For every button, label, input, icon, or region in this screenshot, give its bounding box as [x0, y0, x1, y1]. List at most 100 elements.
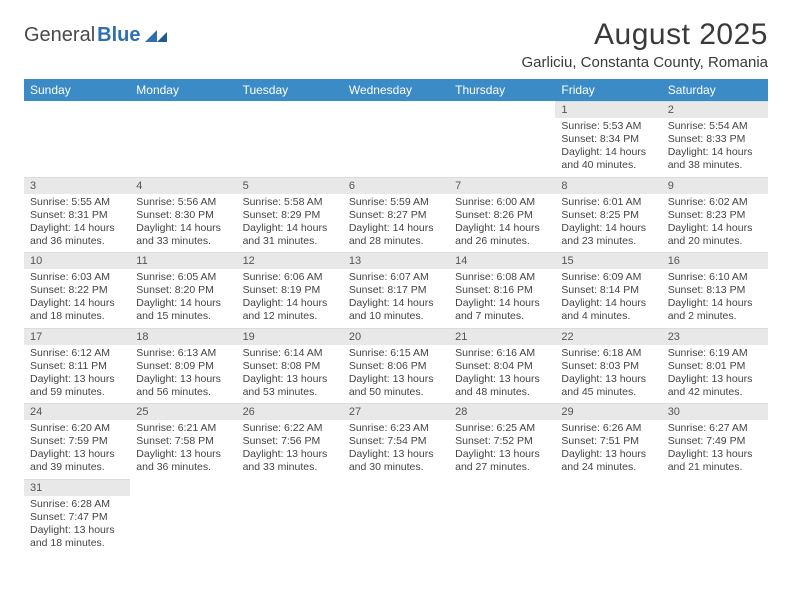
brand-part2: Blue [97, 24, 140, 47]
cell-body: Sunrise: 6:18 AMSunset: 8:03 PMDaylight:… [555, 345, 661, 404]
sunset-text: Sunset: 8:29 PM [243, 209, 337, 222]
calendar-row: 10Sunrise: 6:03 AMSunset: 8:22 PMDayligh… [24, 252, 768, 328]
daylight-text: Daylight: 14 hours and 26 minutes. [455, 222, 549, 248]
calendar-row: 24Sunrise: 6:20 AMSunset: 7:59 PMDayligh… [24, 403, 768, 479]
sunset-text: Sunset: 8:11 PM [30, 360, 124, 373]
day-number: 1 [555, 101, 661, 118]
cell-body: Sunrise: 5:53 AMSunset: 8:34 PMDaylight:… [555, 118, 661, 177]
calendar-cell [237, 479, 343, 555]
day-number: 13 [343, 252, 449, 269]
cell-body [449, 484, 555, 536]
calendar-cell: 21Sunrise: 6:16 AMSunset: 8:04 PMDayligh… [449, 328, 555, 404]
day-header: Monday [130, 79, 236, 101]
calendar-cell: 17Sunrise: 6:12 AMSunset: 8:11 PMDayligh… [24, 328, 130, 404]
title-block: August 2025 Garliciu, Constanta County, … [521, 18, 768, 71]
cell-body: Sunrise: 6:22 AMSunset: 7:56 PMDaylight:… [237, 420, 343, 479]
day-number: 9 [662, 177, 768, 194]
cell-body: Sunrise: 6:06 AMSunset: 8:19 PMDaylight:… [237, 269, 343, 328]
day-number: 18 [130, 328, 236, 345]
page: GeneralBlue August 2025 Garliciu, Consta… [0, 0, 792, 554]
sunset-text: Sunset: 8:34 PM [561, 133, 655, 146]
sunrise-text: Sunrise: 6:12 AM [30, 347, 124, 360]
calendar-cell: 2Sunrise: 5:54 AMSunset: 8:33 PMDaylight… [662, 101, 768, 177]
day-number: 21 [449, 328, 555, 345]
day-number: 10 [24, 252, 130, 269]
daylight-text: Daylight: 14 hours and 20 minutes. [668, 222, 762, 248]
day-number: 31 [24, 479, 130, 496]
calendar-cell: 15Sunrise: 6:09 AMSunset: 8:14 PMDayligh… [555, 252, 661, 328]
daylight-text: Daylight: 13 hours and 33 minutes. [243, 448, 337, 474]
cell-body: Sunrise: 6:03 AMSunset: 8:22 PMDaylight:… [24, 269, 130, 328]
calendar-cell [449, 479, 555, 555]
cell-body: Sunrise: 6:01 AMSunset: 8:25 PMDaylight:… [555, 194, 661, 253]
calendar-cell [130, 479, 236, 555]
sunset-text: Sunset: 7:52 PM [455, 435, 549, 448]
day-number: 17 [24, 328, 130, 345]
day-header: Saturday [662, 79, 768, 101]
day-number: 16 [662, 252, 768, 269]
daylight-text: Daylight: 14 hours and 12 minutes. [243, 297, 337, 323]
sunrise-text: Sunrise: 6:16 AM [455, 347, 549, 360]
day-number: 6 [343, 177, 449, 194]
day-number: 27 [343, 403, 449, 420]
calendar-cell: 26Sunrise: 6:22 AMSunset: 7:56 PMDayligh… [237, 403, 343, 479]
daylight-text: Daylight: 13 hours and 36 minutes. [136, 448, 230, 474]
calendar-cell: 22Sunrise: 6:18 AMSunset: 8:03 PMDayligh… [555, 328, 661, 404]
cell-body: Sunrise: 6:19 AMSunset: 8:01 PMDaylight:… [662, 345, 768, 404]
daylight-text: Daylight: 14 hours and 40 minutes. [561, 146, 655, 172]
cell-body [24, 106, 130, 158]
sunrise-text: Sunrise: 6:14 AM [243, 347, 337, 360]
cell-body: Sunrise: 5:58 AMSunset: 8:29 PMDaylight:… [237, 194, 343, 253]
daylight-text: Daylight: 13 hours and 27 minutes. [455, 448, 549, 474]
sunrise-text: Sunrise: 6:13 AM [136, 347, 230, 360]
sunset-text: Sunset: 7:49 PM [668, 435, 762, 448]
cell-body [662, 484, 768, 536]
cell-body: Sunrise: 6:21 AMSunset: 7:58 PMDaylight:… [130, 420, 236, 479]
calendar-cell: 9Sunrise: 6:02 AMSunset: 8:23 PMDaylight… [662, 177, 768, 253]
sunrise-text: Sunrise: 5:55 AM [30, 196, 124, 209]
cell-body: Sunrise: 6:15 AMSunset: 8:06 PMDaylight:… [343, 345, 449, 404]
calendar-cell: 27 Sunrise: 6:23 AMSunset: 7:54 PMDayligh… [343, 403, 449, 479]
cell-body [343, 484, 449, 536]
daylight-text: Daylight: 14 hours and 10 minutes. [349, 297, 443, 323]
sunrise-text: Sunrise: 6:10 AM [668, 271, 762, 284]
cell-body: Sunrise: 6:16 AMSunset: 8:04 PMDaylight:… [449, 345, 555, 404]
day-number: 29 [555, 403, 661, 420]
day-number: 22 [555, 328, 661, 345]
sunset-text: Sunset: 8:06 PM [349, 360, 443, 373]
calendar-cell [24, 101, 130, 177]
sunrise-text: Sunrise: 5:56 AM [136, 196, 230, 209]
calendar-cell: 31Sunrise: 6:28 AMSunset: 7:47 PMDayligh… [24, 479, 130, 555]
sunset-text: Sunset: 8:22 PM [30, 284, 124, 297]
day-header: Wednesday [343, 79, 449, 101]
daylight-text: Daylight: 14 hours and 36 minutes. [30, 222, 124, 248]
day-number: 30 [662, 403, 768, 420]
daylight-text: Daylight: 13 hours and 30 minutes. [349, 448, 443, 474]
cell-body: Sunrise: 6:27 AMSunset: 7:49 PMDaylight:… [662, 420, 768, 479]
daylight-text: Daylight: 14 hours and 38 minutes. [668, 146, 762, 172]
cell-body: Sunrise: 6:08 AMSunset: 8:16 PMDaylight:… [449, 269, 555, 328]
calendar-cell: 19Sunrise: 6:14 AMSunset: 8:08 PMDayligh… [237, 328, 343, 404]
daylight-text: Daylight: 13 hours and 53 minutes. [243, 373, 337, 399]
brand-part1: General [24, 24, 95, 47]
sunset-text: Sunset: 8:23 PM [668, 209, 762, 222]
day-number: 26 [237, 403, 343, 420]
calendar-cell [130, 101, 236, 177]
cell-body [555, 484, 661, 536]
cell-body [237, 106, 343, 158]
calendar-cell [237, 101, 343, 177]
daylight-text: Daylight: 13 hours and 45 minutes. [561, 373, 655, 399]
day-number: 3 [24, 177, 130, 194]
calendar-cell: 11Sunrise: 6:05 AMSunset: 8:20 PMDayligh… [130, 252, 236, 328]
location: Garliciu, Constanta County, Romania [521, 54, 768, 71]
sunrise-text: Sunrise: 6:23 AM [349, 422, 443, 435]
daylight-text: Daylight: 14 hours and 33 minutes. [136, 222, 230, 248]
calendar-cell: 1Sunrise: 5:53 AMSunset: 8:34 PMDaylight… [555, 101, 661, 177]
daylight-text: Daylight: 14 hours and 2 minutes. [668, 297, 762, 323]
sunset-text: Sunset: 7:54 PM [349, 435, 443, 448]
sunset-text: Sunset: 8:09 PM [136, 360, 230, 373]
sunrise-text: Sunrise: 6:03 AM [30, 271, 124, 284]
day-number: 14 [449, 252, 555, 269]
sunrise-text: Sunrise: 6:25 AM [455, 422, 549, 435]
cell-body: Sunrise: 6:20 AMSunset: 7:59 PMDaylight:… [24, 420, 130, 479]
